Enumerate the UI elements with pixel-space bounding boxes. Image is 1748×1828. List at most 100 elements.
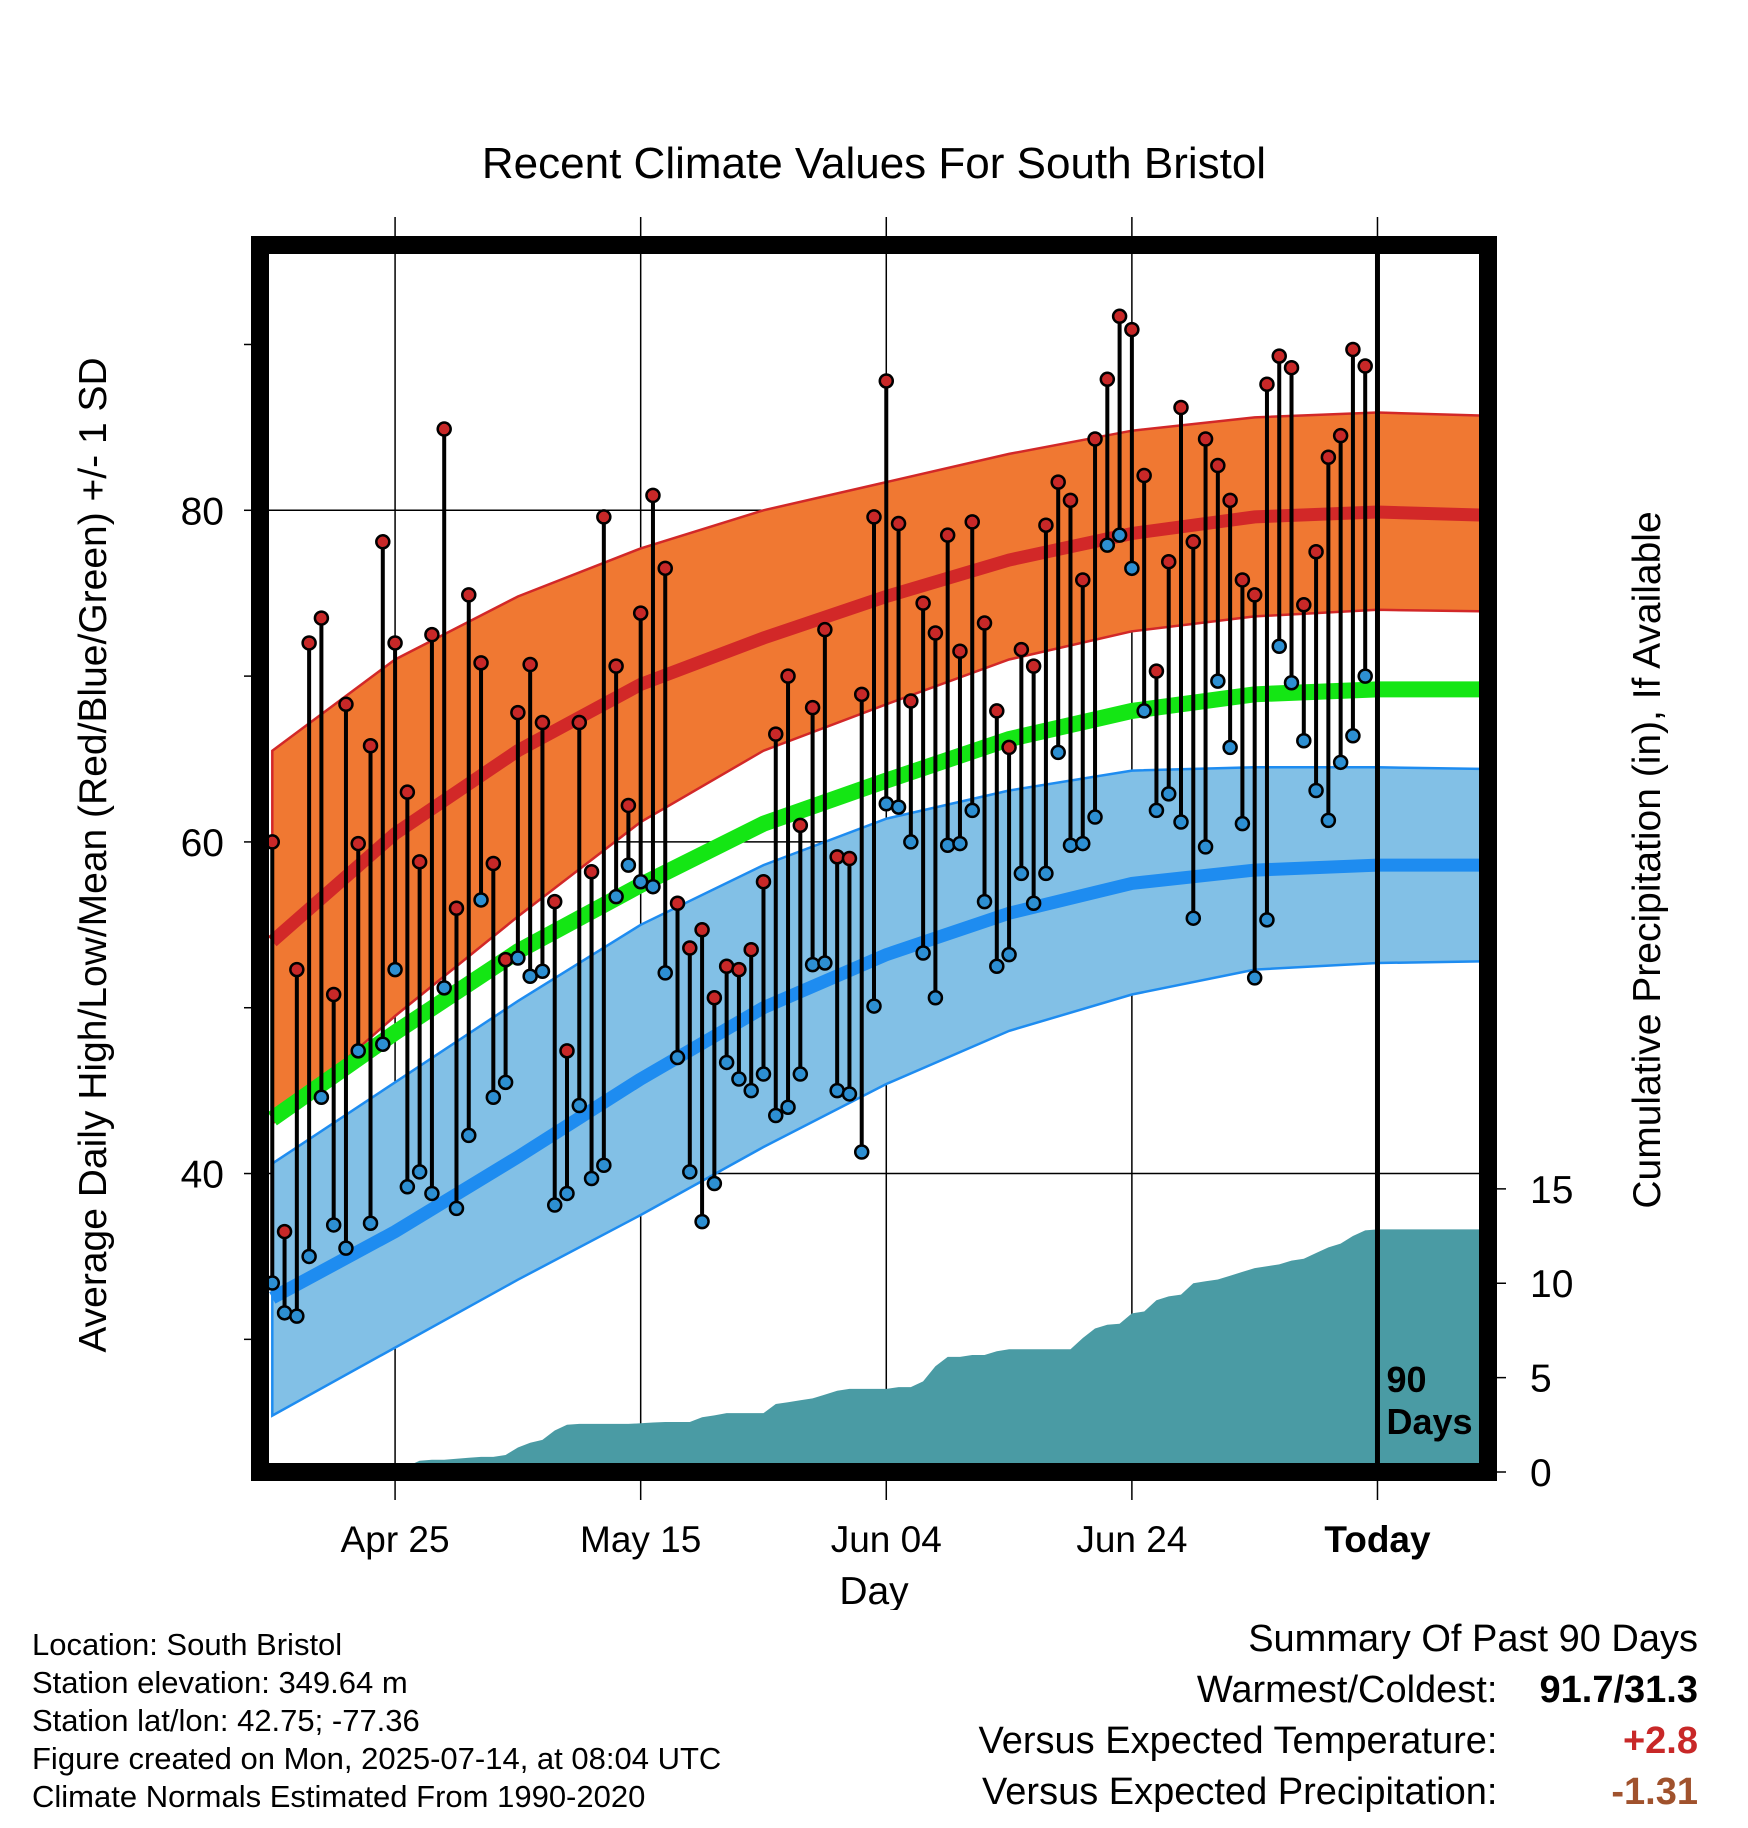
daily-low-9 — [375, 1036, 391, 1052]
daily-low-36 — [706, 1175, 723, 1192]
daily-low-81 — [1259, 912, 1275, 928]
daily-low-40 — [755, 1066, 772, 1082]
daily-low-18 — [485, 1089, 502, 1106]
x-tick-label-1: May 15 — [580, 1519, 701, 1560]
daily-high-31 — [645, 487, 661, 504]
daily-high-83 — [1283, 359, 1300, 376]
daily-low-11 — [399, 1179, 416, 1195]
daily-high-53 — [915, 595, 931, 611]
daily-low-51 — [890, 799, 907, 815]
y2-tick-label-2: 10 — [1530, 1263, 1573, 1306]
daily-high-15 — [448, 900, 465, 916]
created-text: Figure created on Mon, 2025-07-14, at 08… — [32, 1741, 722, 1776]
daily-high-59 — [989, 703, 1005, 719]
daily-low-67 — [1087, 809, 1103, 825]
daily-high-79 — [1234, 572, 1251, 588]
daily-high-6 — [338, 696, 354, 713]
daily-low-42 — [780, 1099, 796, 1115]
elevation-text: Station elevation: 349.64 m — [32, 1665, 408, 1700]
daily-high-74 — [1173, 399, 1189, 416]
daily-low-1 — [276, 1305, 293, 1321]
daily-low-22 — [534, 963, 551, 980]
daily-high-67 — [1087, 431, 1103, 447]
precip-row: Versus Expected Precipitation: -1.31 — [979, 1767, 1698, 1818]
daily-high-81 — [1259, 376, 1275, 393]
daily-high-34 — [682, 940, 698, 956]
daily-low-17 — [473, 892, 489, 908]
daily-low-4 — [313, 1089, 330, 1106]
daily-high-16 — [461, 587, 477, 603]
daily-high-13 — [424, 626, 440, 643]
daily-high-40 — [755, 873, 772, 890]
daily-high-18 — [485, 855, 502, 872]
daily-low-33 — [669, 1049, 686, 1066]
daily-low-10 — [387, 961, 403, 978]
daily-low-19 — [497, 1074, 514, 1091]
daily-low-12 — [411, 1164, 428, 1180]
daily-high-55 — [939, 527, 956, 543]
today-days-label-line-1: Days — [1386, 1401, 1472, 1442]
daily-low-79 — [1234, 815, 1251, 832]
daily-high-63 — [1038, 517, 1054, 533]
daily-high-80 — [1246, 587, 1263, 603]
daily-high-28 — [608, 658, 624, 674]
daily-high-17 — [473, 655, 489, 671]
daily-low-89 — [1357, 668, 1373, 684]
daily-high-82 — [1271, 348, 1287, 364]
daily-high-85 — [1308, 544, 1324, 560]
daily-high-70 — [1124, 321, 1140, 338]
daily-high-3 — [301, 635, 317, 651]
daily-high-12 — [411, 854, 428, 870]
daily-high-2 — [289, 961, 305, 978]
daily-low-44 — [804, 956, 821, 973]
daily-low-69 — [1111, 527, 1128, 543]
daily-high-75 — [1185, 534, 1202, 550]
daily-low-66 — [1075, 835, 1091, 852]
daily-low-13 — [424, 1185, 440, 1202]
daily-low-50 — [878, 796, 895, 812]
daily-high-5 — [325, 986, 342, 1003]
daily-low-77 — [1210, 673, 1226, 689]
daily-high-32 — [657, 560, 673, 577]
daily-high-11 — [399, 784, 416, 800]
daily-low-52 — [903, 834, 919, 850]
daily-low-28 — [608, 888, 624, 905]
daily-high-49 — [866, 509, 882, 525]
daily-high-19 — [497, 951, 514, 968]
precip-area — [272, 1229, 1488, 1472]
daily-low-74 — [1173, 814, 1189, 830]
daily-low-80 — [1246, 970, 1263, 986]
temp-row: Versus Expected Temperature: +2.8 — [979, 1716, 1698, 1767]
daily-high-22 — [534, 714, 551, 731]
temp-value: +2.8 — [1622, 1720, 1698, 1762]
daily-high-33 — [669, 895, 686, 912]
daily-high-87 — [1332, 427, 1349, 444]
daily-low-59 — [989, 958, 1005, 975]
daily-high-65 — [1062, 492, 1079, 509]
daily-low-56 — [952, 835, 968, 852]
y-tick-label-1: 60 — [181, 822, 224, 865]
daily-high-64 — [1050, 474, 1066, 490]
y2-tick-label-0: 0 — [1530, 1452, 1552, 1495]
daily-low-35 — [694, 1213, 710, 1230]
daily-high-38 — [731, 961, 747, 978]
daily-low-2 — [289, 1308, 305, 1324]
daily-low-54 — [927, 990, 944, 1006]
daily-low-53 — [915, 945, 931, 961]
daily-high-29 — [620, 797, 637, 814]
today-days-label: 90 Days — [1386, 1359, 1472, 1442]
daily-low-55 — [939, 837, 956, 853]
daily-high-88 — [1345, 341, 1361, 358]
daily-low-39 — [743, 1082, 759, 1099]
daily-low-86 — [1320, 812, 1337, 829]
daily-high-77 — [1210, 457, 1226, 474]
daily-high-35 — [694, 922, 710, 938]
climate-chart: Recent Climate Values For South Bristol … — [72, 139, 1669, 1610]
daily-high-30 — [632, 605, 649, 621]
daily-low-65 — [1062, 837, 1079, 853]
daily-low-60 — [1001, 946, 1017, 963]
daily-high-73 — [1160, 553, 1177, 570]
daily-high-41 — [768, 726, 784, 742]
daily-high-4 — [313, 610, 330, 626]
daily-high-21 — [522, 656, 538, 673]
